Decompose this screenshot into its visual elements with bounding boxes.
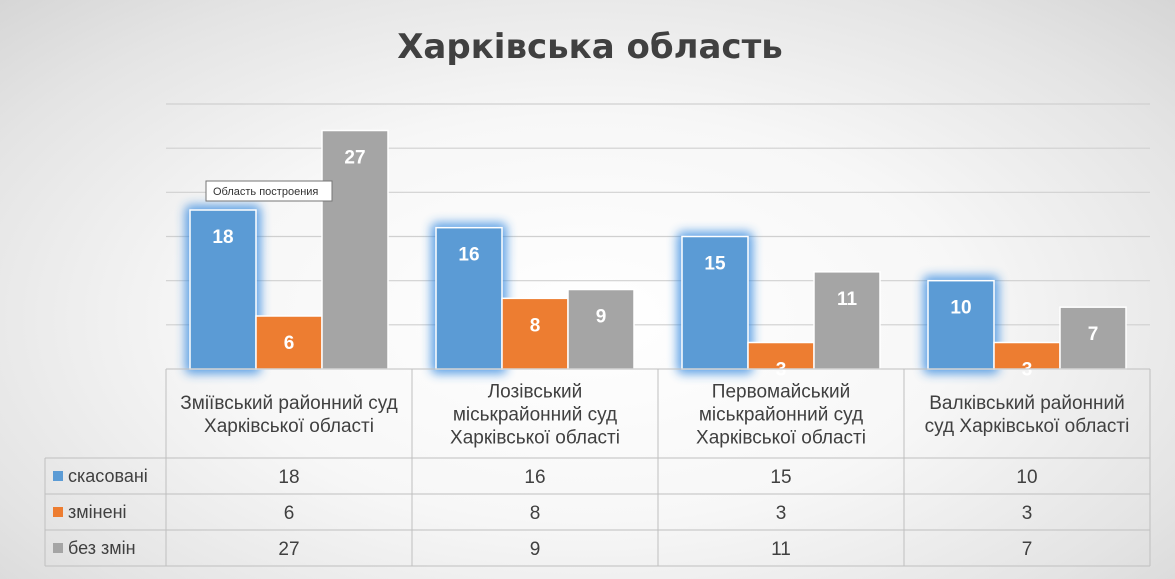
table-cell-value: 16 — [524, 467, 545, 488]
table-cell-value: 9 — [530, 539, 541, 560]
bar-0-2[interactable] — [681, 235, 749, 370]
legend-label: без змін — [68, 538, 136, 558]
legend-label: змінені — [68, 502, 127, 522]
bar-2-3[interactable] — [1059, 306, 1127, 370]
category-label-line: Лозівський — [488, 382, 583, 403]
bar-1-0[interactable] — [255, 315, 323, 370]
tooltip-box — [205, 180, 333, 202]
table-cell-value: 3 — [776, 503, 787, 524]
category-label-line: міськрайонний суд — [453, 405, 617, 426]
category-label-line: Харківської області — [204, 416, 374, 437]
legend-swatch — [53, 507, 63, 517]
table-cell-value: 27 — [278, 539, 299, 560]
legend-swatch — [53, 471, 63, 481]
table-cell-value: 10 — [1016, 467, 1037, 488]
bar-value-label: 3 — [776, 360, 787, 381]
category-label: Валківський районний суд Харківської обла… — [925, 393, 1130, 437]
bar-value-label: 18 — [212, 227, 233, 248]
table-cell-value: 18 — [278, 467, 299, 488]
category-label-line: Валківський районний — [929, 393, 1124, 414]
bar-value-label: 8 — [530, 315, 541, 336]
table-cell-value: 6 — [284, 503, 295, 524]
bar-value-label: 10 — [950, 298, 971, 319]
bar-2-1[interactable] — [567, 288, 635, 370]
category-label: Лозівський міськрайонний суд Харківської о… — [450, 382, 620, 449]
gridlines — [166, 103, 1150, 326]
category-label-line: Харківської області — [450, 428, 620, 449]
data-labels: 18 16 15 10 6 8 3 3 27 9 11 7 — [212, 148, 1098, 381]
category-label-line: Харківської області — [696, 428, 866, 449]
tooltip-text: Область построения — [213, 186, 318, 198]
table-cell-value: 15 — [770, 467, 791, 488]
bar-value-label: 27 — [344, 148, 365, 169]
category-label-line: Первомайський — [712, 382, 850, 403]
bar-0-3[interactable] — [927, 279, 995, 370]
bar-value-label: 16 — [458, 245, 479, 266]
table-cell-value: 8 — [530, 503, 541, 524]
bar-value-label: 15 — [704, 254, 726, 275]
category-label-line: міськрайонний суд — [699, 405, 863, 426]
category-label: Зміївський районний суд Харківської облас… — [180, 393, 397, 437]
bar-value-label: 9 — [596, 307, 607, 328]
chart-title: Харківська область — [397, 27, 783, 67]
category-label: Первомайський міськрайонний суд Харківсько… — [696, 382, 866, 449]
bar-2-0[interactable] — [321, 129, 389, 370]
bar-value-label: 11 — [837, 289, 858, 310]
bars[interactable] — [189, 129, 1127, 370]
bar-value-label: 6 — [284, 333, 295, 354]
table-cell-value: 11 — [771, 539, 791, 560]
bar-value-label: 7 — [1088, 324, 1099, 345]
bar-value-label: 3 — [1022, 360, 1033, 381]
legend-label: скасовані — [68, 466, 148, 486]
category-label-line: Зміївський районний суд — [180, 393, 397, 414]
bar-2-2[interactable] — [813, 271, 881, 370]
category-label-line: суд Харківської області — [925, 416, 1130, 437]
bar-0-0[interactable] — [189, 209, 257, 370]
table-cell-value: 7 — [1022, 539, 1033, 560]
bar-0-1[interactable] — [435, 226, 503, 370]
legend-swatch — [53, 543, 63, 553]
tooltip: Область построения — [205, 180, 333, 202]
data-table: Зміївський районний суд Харківської облас… — [44, 368, 1151, 567]
table-cell-value: 3 — [1022, 503, 1033, 524]
